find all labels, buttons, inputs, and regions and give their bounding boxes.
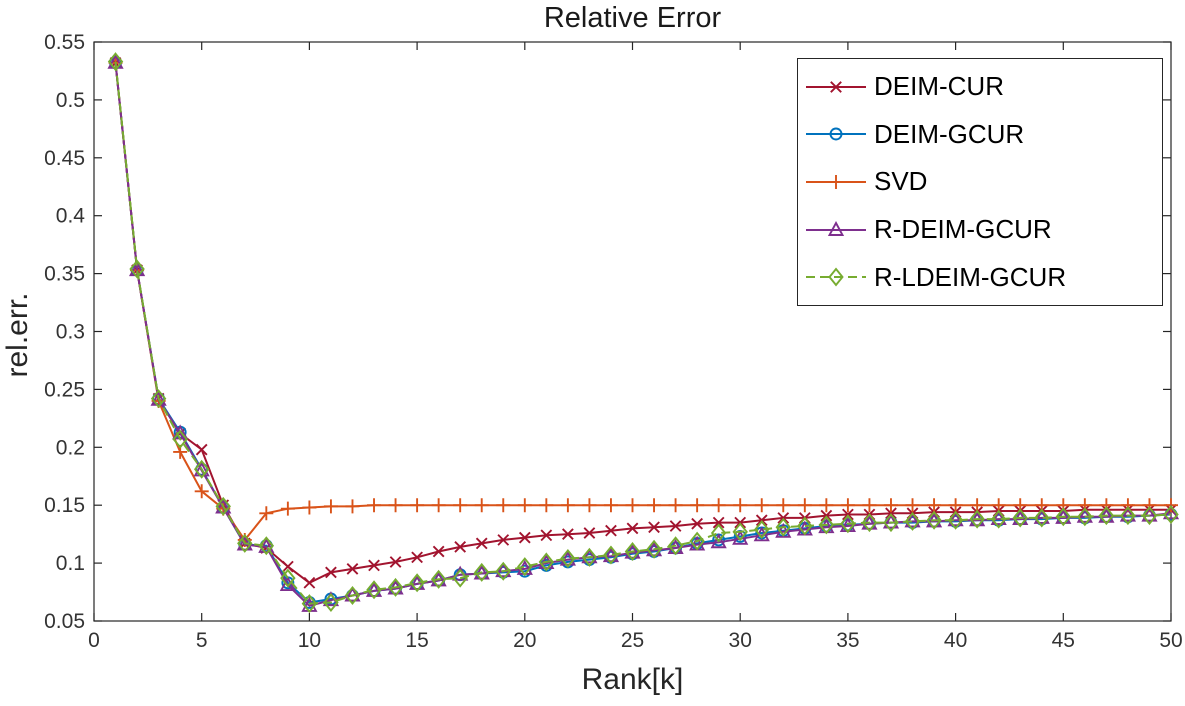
svg-text:50: 50 (1159, 629, 1182, 652)
legend-item: R-DEIM-GCUR (798, 213, 1162, 247)
x-axis-label: Rank[k] (581, 663, 684, 696)
y-axis-label: rel.err. (1, 292, 34, 378)
svg-text:10: 10 (298, 629, 321, 652)
legend-label: DEIM-CUR (874, 71, 1004, 102)
legend-label: DEIM-GCUR (874, 118, 1025, 149)
svg-text:40: 40 (944, 629, 967, 652)
svg-text:25: 25 (621, 629, 644, 652)
line-diamond-marker-icon (806, 267, 866, 287)
svg-text:0.15: 0.15 (44, 494, 85, 517)
legend-item: DEIM-GCUR (798, 117, 1162, 151)
svg-text:0.5: 0.5 (56, 89, 85, 112)
svg-text:15: 15 (405, 629, 428, 652)
svg-text:0: 0 (88, 629, 100, 652)
svg-text:0.1: 0.1 (56, 552, 85, 575)
svg-text:35: 35 (836, 629, 859, 652)
line-triangle-marker-icon (806, 220, 866, 236)
chart-title: Relative Error (543, 2, 722, 34)
svg-text:0.45: 0.45 (44, 147, 85, 170)
svg-text:0.55: 0.55 (44, 31, 85, 54)
svg-text:20: 20 (513, 629, 536, 652)
legend: DEIM-CUR DEIM-GCUR SVD R-DEIM-GCUR R-LDE… (797, 58, 1163, 306)
svg-text:0.35: 0.35 (44, 263, 85, 286)
svg-text:0.2: 0.2 (56, 436, 85, 459)
line-x-marker-icon (806, 80, 866, 93)
legend-item: DEIM-CUR (798, 70, 1162, 104)
svg-text:0.25: 0.25 (44, 378, 85, 401)
legend-item: SVD (798, 165, 1162, 199)
svg-text:0.4: 0.4 (56, 205, 86, 228)
legend-label: R-DEIM-GCUR (874, 214, 1052, 245)
line-plus-marker-icon (806, 174, 866, 189)
line-circle-marker-icon (806, 127, 866, 141)
legend-item: R-LDEIM-GCUR (798, 260, 1162, 294)
svg-text:0.05: 0.05 (44, 610, 85, 633)
svg-text:5: 5 (196, 629, 208, 652)
svg-text:30: 30 (729, 629, 752, 652)
svg-text:45: 45 (1052, 629, 1075, 652)
legend-label: R-LDEIM-GCUR (874, 261, 1067, 292)
legend-label: SVD (874, 166, 928, 197)
svg-text:0.3: 0.3 (56, 321, 85, 344)
